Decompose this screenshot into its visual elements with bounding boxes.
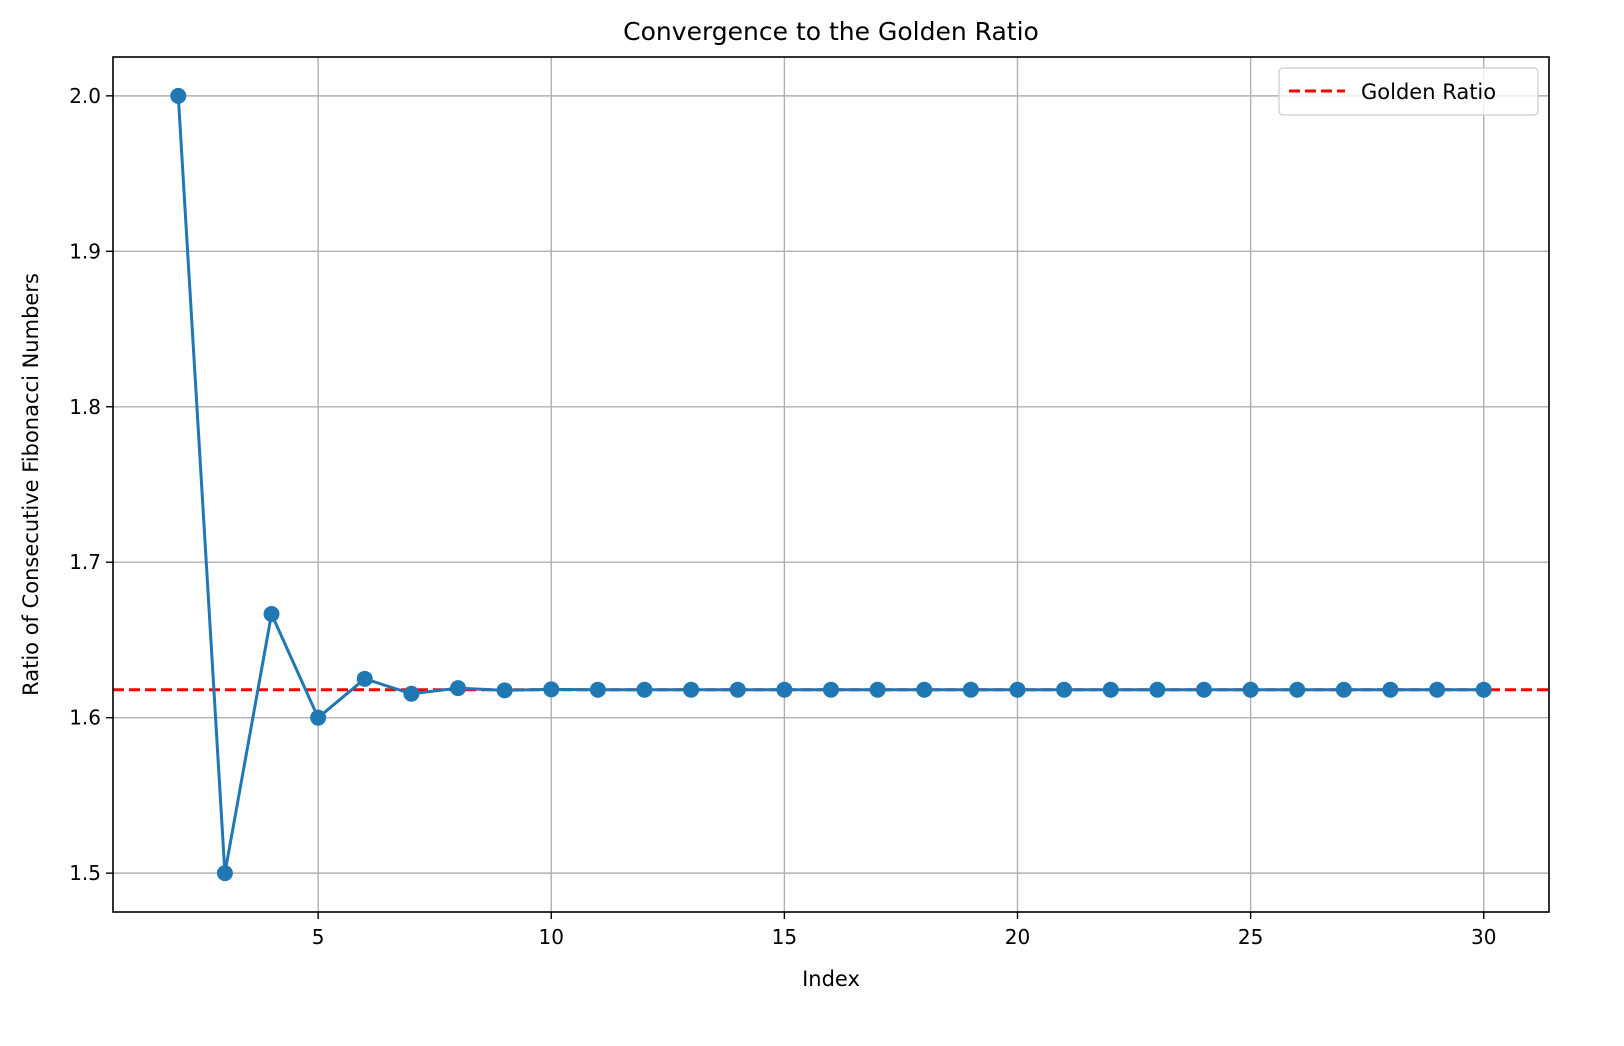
data-point [776,681,793,698]
data-point [1242,681,1259,698]
chart-title: Convergence to the Golden Ratio [623,17,1039,46]
data-point [729,681,746,698]
data-point [403,685,420,702]
data-point [1009,681,1026,698]
data-point [496,682,513,699]
legend: Golden Ratio [1278,67,1539,116]
data-point [1102,681,1119,698]
data-point [683,681,700,698]
x-tick-label: 15 [772,925,797,949]
data-point [1335,681,1352,698]
data-point [869,681,886,698]
y-tick-label: 1.6 [69,706,101,730]
x-axis: 5 10 15 20 25 30 [312,912,1496,949]
series-layer [170,87,1492,882]
data-point [1429,681,1446,698]
data-point [823,681,839,698]
grid [113,57,1549,912]
data-point [1056,681,1073,698]
y-tick-label: 1.9 [69,239,101,263]
data-point [916,681,933,698]
x-tick-label: 25 [1238,925,1263,949]
data-point [543,681,560,698]
data-point [170,87,187,104]
y-tick-label: 2.0 [69,84,101,108]
data-point [1195,681,1212,698]
y-tick-label: 1.7 [69,550,101,574]
x-tick-label: 30 [1471,925,1496,949]
data-point [263,605,280,622]
x-tick-label: 20 [1005,925,1030,949]
data-point [310,709,327,726]
data-point [589,681,606,698]
data-point [1475,681,1492,698]
legend-label: Golden Ratio [1361,80,1496,104]
data-point [636,681,653,698]
data-point [1382,681,1399,698]
data-point [1149,681,1166,698]
data-point [216,865,233,882]
x-tick-label: 5 [312,925,325,949]
y-tick-label: 1.8 [69,395,101,419]
y-axis-title: Ratio of Consecutive Fibonacci Numbers [19,273,43,696]
series-line [176,95,1484,875]
data-point [1289,681,1306,698]
data-point [356,670,373,687]
x-tick-label: 10 [539,925,564,949]
y-axis: 1.5 1.6 1.7 1.8 1.9 2.0 [69,84,113,885]
plot-frame [112,56,1550,913]
legend-box [1278,67,1539,116]
data-point [450,680,467,697]
data-point [962,681,979,698]
x-axis-title: Index [802,967,860,991]
y-tick-label: 1.5 [69,861,101,885]
